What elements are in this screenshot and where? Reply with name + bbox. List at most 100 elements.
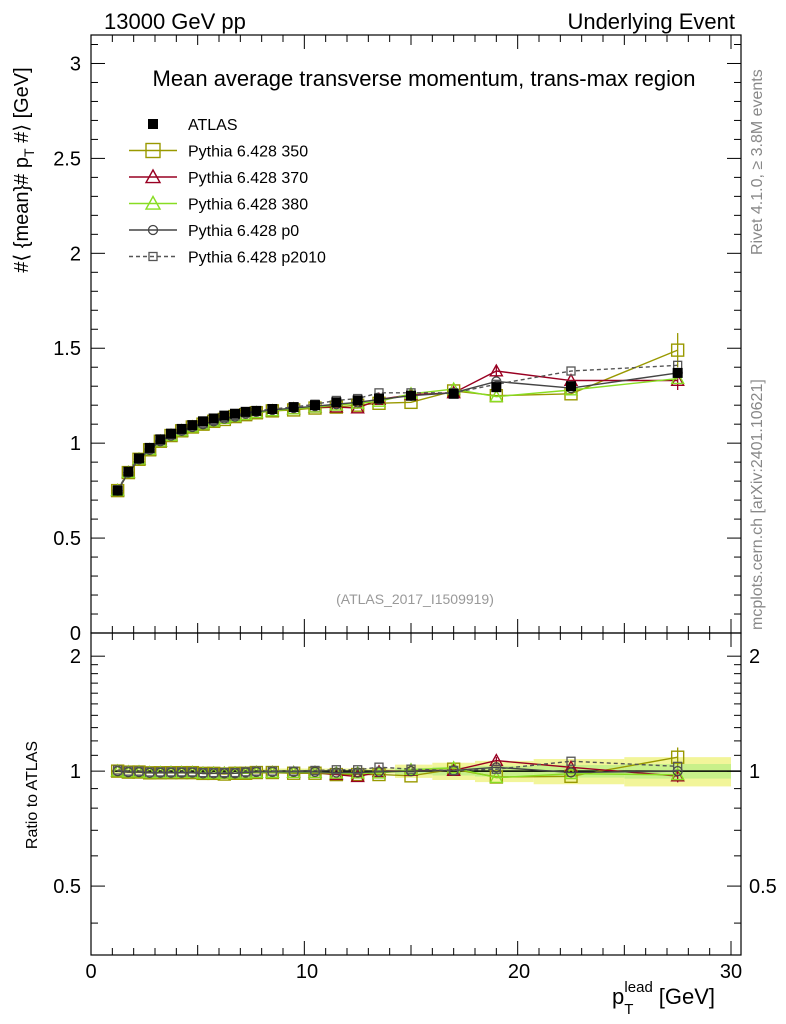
data-point (177, 767, 187, 777)
rivet-version-text: Rivet 4.1.0, ≥ 3.8M events (749, 69, 766, 255)
chart-title: Mean average transverse momentum, trans-… (153, 66, 696, 91)
mcplots-text: mcplots.cern.ch [arXiv:2401.10621] (749, 379, 766, 630)
ratio-frame (90, 632, 742, 956)
data-point (230, 767, 240, 778)
data-point (310, 400, 320, 411)
data-point (489, 389, 504, 403)
data-point (198, 767, 208, 778)
data-point (331, 397, 342, 408)
data-point (310, 765, 320, 776)
data-point (208, 413, 219, 424)
data-point (406, 764, 416, 774)
ratio-tick-label-right: 2 (749, 646, 760, 668)
data-point (670, 373, 685, 387)
legend: ATLAS Pythia 6.428 350 Pythia 6.428 370 Pyt… (129, 117, 326, 267)
data-point (672, 765, 683, 777)
data-point (566, 756, 576, 766)
ratio-x-ticks (90, 633, 732, 955)
data-point (489, 770, 504, 784)
ratio-tick-label: 1 (70, 761, 81, 783)
ratio-series (110, 747, 685, 784)
data-point (144, 168, 162, 184)
data-point (670, 750, 685, 764)
data-point (251, 405, 262, 416)
data-point (672, 367, 683, 378)
data-point (673, 761, 683, 772)
data-point (267, 766, 277, 776)
data-point (670, 343, 685, 357)
data-point (113, 765, 123, 775)
data-point (449, 765, 459, 776)
y-tick-label: 0 (70, 623, 81, 645)
header-left: 13000 GeV pp (104, 9, 246, 34)
data-point (147, 224, 159, 236)
data-point (198, 416, 208, 427)
data-point (241, 767, 251, 777)
legend-entry: ATLAS (188, 117, 238, 134)
ratio-series-pythia-6-428-p2010 (113, 756, 683, 778)
data-point (352, 395, 363, 406)
data-point (148, 251, 158, 262)
data-point (374, 762, 384, 772)
main-series (110, 333, 685, 498)
ratio-tick-label: 0.5 (53, 876, 81, 898)
ratio-panel: Ratio to ATLAS 0.5 0.5 1 1 2 2 (24, 632, 777, 956)
data-point (374, 393, 384, 404)
data-point (563, 766, 579, 780)
data-point (406, 390, 416, 401)
y-tick-label: 1 (70, 433, 81, 455)
y-tick-label: 0.5 (53, 528, 81, 550)
x-tick-label: 0 (85, 961, 96, 983)
series-atlas (112, 367, 683, 496)
data-point (289, 766, 299, 776)
series-line (117, 377, 678, 491)
legend-entry: Pythia 6.428 380 (188, 197, 308, 214)
data-point (144, 195, 162, 210)
data-point (145, 142, 161, 159)
data-point (240, 406, 251, 417)
y-tick-label: 1.5 (53, 338, 81, 360)
analysis-label: (ATLAS_2017_I1509919) (336, 591, 494, 607)
y-tick-label: 2.5 (53, 148, 81, 170)
data-point (288, 402, 299, 413)
ratio-tick-label: 2 (70, 646, 81, 668)
data-point (144, 442, 155, 453)
data-point (112, 485, 123, 496)
y-axis-label: #⟨ {mean}# pT #⟩ [GeV] (11, 67, 37, 272)
series-pythia-6-428-350 (110, 333, 685, 498)
legend-entry: Pythia 6.428 350 (188, 144, 308, 161)
data-point (219, 410, 230, 421)
data-point (491, 764, 501, 774)
y-tick-label: 3 (70, 53, 81, 75)
main-x-ticks (90, 35, 732, 633)
ratio-y-ticks: 0.5 0.5 1 1 2 2 (53, 646, 777, 924)
data-point (566, 381, 576, 392)
ratio-y-label: Ratio to ATLAS (24, 741, 41, 849)
data-point (566, 366, 576, 376)
main-y-ticks: 0 0.5 1 1.5 2 2.5 3 (53, 43, 741, 645)
data-point (155, 434, 166, 445)
x-tick-label: 30 (720, 961, 742, 983)
data-point (251, 766, 261, 776)
header-right: Underlying Event (567, 9, 735, 34)
data-point (670, 371, 685, 385)
x-tick-label: 20 (508, 961, 530, 983)
legend-entry: Pythia 6.428 p2010 (188, 250, 326, 267)
data-point (166, 428, 176, 439)
data-point (134, 453, 144, 464)
x-tick-label: 10 (296, 961, 318, 983)
data-point (187, 420, 198, 431)
data-point (155, 767, 165, 777)
data-point (145, 767, 155, 777)
series-line (117, 372, 678, 491)
data-point (209, 767, 219, 778)
data-point (219, 767, 229, 778)
ratio-line (117, 760, 678, 774)
data-point (331, 765, 341, 775)
legend-entry: Pythia 6.428 370 (188, 170, 308, 187)
data-point (565, 767, 577, 778)
ratio-tick-label-right: 1 (749, 761, 760, 783)
data-point (448, 388, 459, 399)
data-point (187, 767, 197, 777)
